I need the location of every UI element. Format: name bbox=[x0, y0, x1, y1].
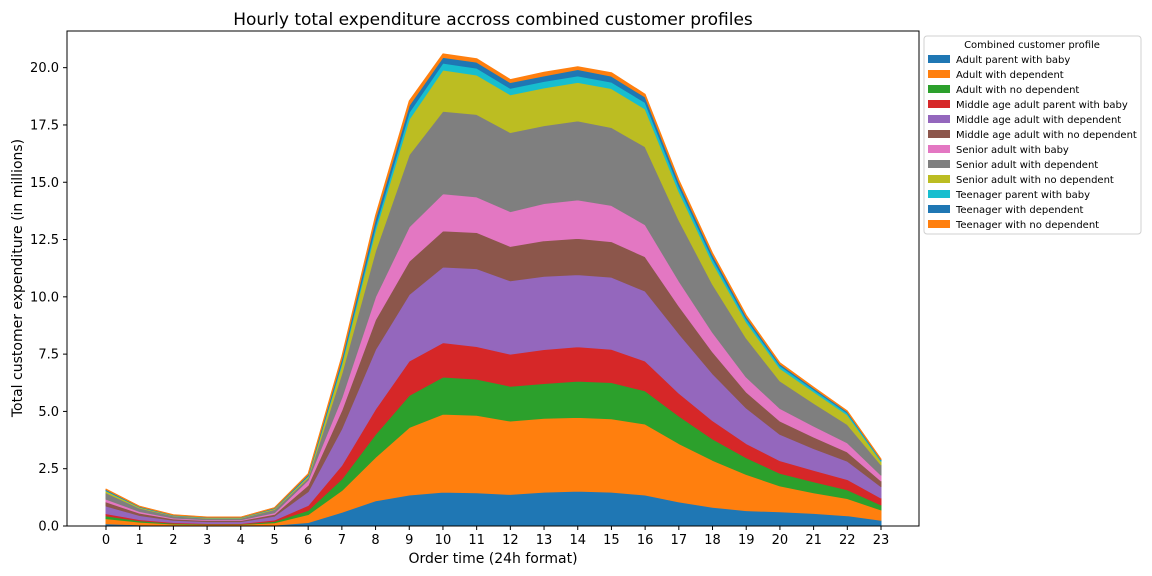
legend-swatch bbox=[928, 190, 950, 198]
legend-swatch bbox=[928, 130, 950, 138]
y-tick-label: 2.5 bbox=[38, 462, 59, 477]
legend-label: Teenager parent with baby bbox=[955, 190, 1090, 201]
legend-swatch bbox=[928, 175, 950, 183]
legend-swatch bbox=[928, 205, 950, 213]
x-tick-label: 10 bbox=[435, 533, 452, 548]
x-tick-label: 8 bbox=[371, 533, 379, 548]
y-tick-label: 10.0 bbox=[30, 290, 59, 305]
legend-swatch bbox=[928, 85, 950, 93]
legend-label: Adult with dependent bbox=[956, 70, 1064, 81]
legend-label: Adult with no dependent bbox=[956, 85, 1079, 96]
legend-box bbox=[923, 35, 1142, 235]
legend-label: Senior adult with baby bbox=[956, 145, 1069, 156]
x-tick-label: 14 bbox=[569, 533, 586, 548]
x-tick-label: 11 bbox=[468, 533, 485, 548]
x-tick-label: 12 bbox=[502, 533, 519, 548]
y-tick-label: 17.5 bbox=[30, 118, 59, 133]
y-tick-label: 15.0 bbox=[30, 176, 59, 191]
legend-swatch bbox=[928, 55, 950, 63]
legend-title: Combined customer profile bbox=[964, 40, 1100, 51]
y-tick-label: 5.0 bbox=[38, 405, 59, 420]
x-tick-label: 18 bbox=[704, 533, 721, 548]
area-layers bbox=[105, 53, 882, 527]
legend-items: Adult parent with baby Adult with depende… bbox=[928, 55, 1137, 231]
x-tick-label: 21 bbox=[805, 533, 822, 548]
x-tick-label: 9 bbox=[405, 533, 413, 548]
x-tick-label: 13 bbox=[536, 533, 553, 548]
legend-label: Teenager with no dependent bbox=[955, 220, 1099, 231]
legend-label: Middle age adult with dependent bbox=[956, 115, 1121, 126]
legend-swatch bbox=[928, 100, 950, 108]
x-tick-label: 7 bbox=[338, 533, 346, 548]
legend-label: Teenager with dependent bbox=[955, 205, 1084, 216]
legend-label: Senior adult with no dependent bbox=[956, 175, 1114, 186]
x-tick-label: 2 bbox=[169, 533, 177, 548]
y-tick-label: 0.0 bbox=[38, 520, 59, 535]
legend: Combined customer profile Adult parent w… bbox=[923, 35, 1142, 235]
x-axis: 0 1 2 3 4 5 6 7 8 9 10 11 12 13 14 15 16 17 18 19 20 21 22 23 bbox=[102, 526, 889, 548]
legend-swatch bbox=[928, 145, 950, 153]
y-axis-label: Total customer expenditure (in millions) bbox=[10, 139, 26, 418]
legend-label: Adult parent with baby bbox=[956, 55, 1070, 66]
plot-frame bbox=[66, 30, 920, 527]
chart-title: Hourly total expenditure accross combine… bbox=[233, 10, 753, 30]
x-tick-label: 6 bbox=[304, 533, 312, 548]
x-tick-label: 0 bbox=[102, 533, 110, 548]
x-axis-label: Order time (24h format) bbox=[408, 551, 577, 567]
y-axis: 0.0 2.5 5.0 7.5 10.0 12.5 15.0 17.5 20.0 bbox=[30, 61, 67, 535]
x-tick-label: 16 bbox=[637, 533, 654, 548]
legend-swatch bbox=[928, 70, 950, 78]
x-tick-label: 22 bbox=[839, 533, 856, 548]
x-tick-label: 20 bbox=[772, 533, 789, 548]
legend-label: Middle age adult parent with baby bbox=[956, 100, 1128, 111]
y-tick-label: 7.5 bbox=[38, 348, 59, 363]
legend-label: Middle age adult with no dependent bbox=[956, 130, 1137, 141]
legend-swatch bbox=[928, 115, 950, 123]
y-tick-label: 12.5 bbox=[30, 233, 59, 248]
legend-swatch bbox=[928, 220, 950, 228]
x-tick-label: 5 bbox=[270, 533, 278, 548]
x-tick-label: 1 bbox=[136, 533, 144, 548]
area-series-11 bbox=[105, 53, 882, 518]
x-tick-label: 23 bbox=[873, 533, 890, 548]
x-tick-label: 4 bbox=[237, 533, 245, 548]
x-tick-label: 3 bbox=[203, 533, 211, 548]
x-tick-label: 17 bbox=[671, 533, 688, 548]
legend-label: Senior adult with dependent bbox=[956, 160, 1098, 171]
legend-swatch bbox=[928, 160, 950, 168]
x-tick-label: 15 bbox=[603, 533, 620, 548]
y-tick-label: 20.0 bbox=[30, 61, 59, 76]
x-tick-label: 19 bbox=[738, 533, 755, 548]
